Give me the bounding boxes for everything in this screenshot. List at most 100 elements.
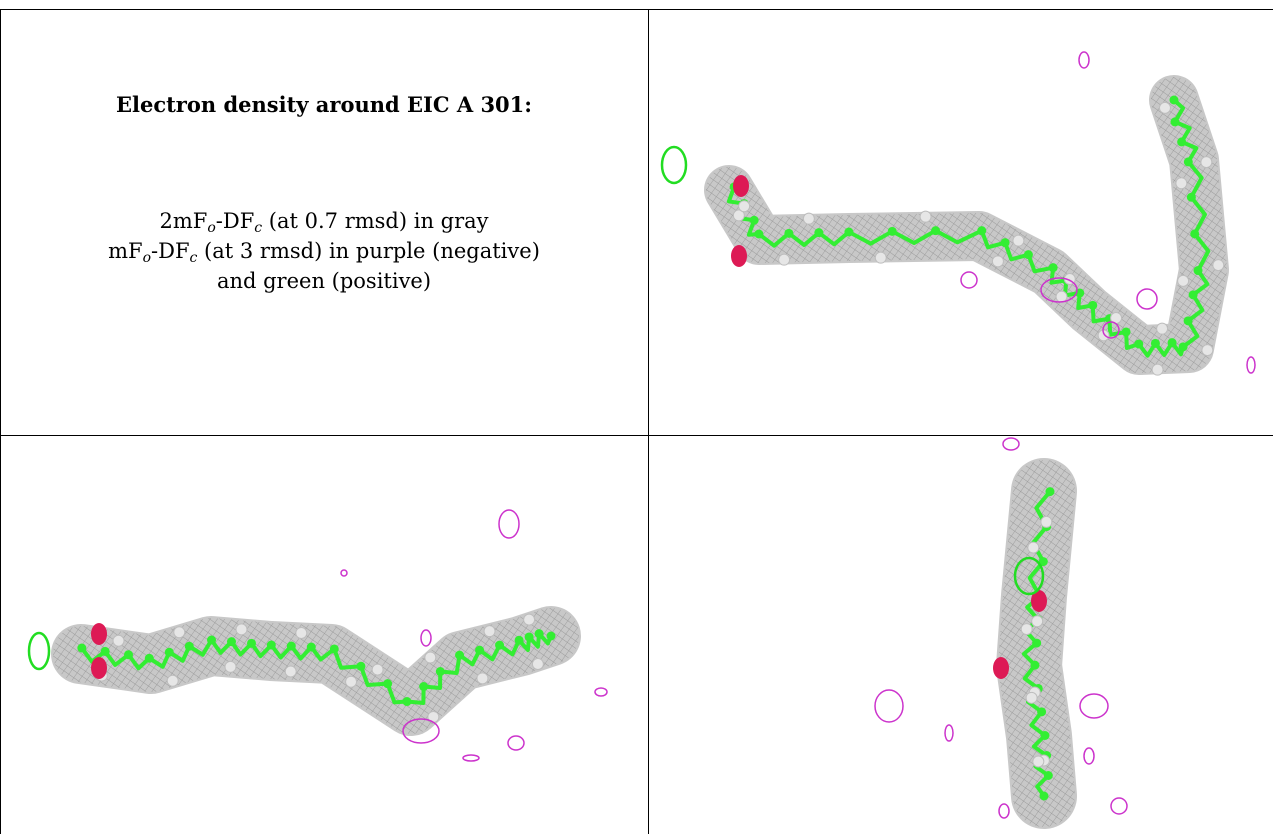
carbon-atom <box>1193 266 1203 276</box>
legend-line-2mfo: 2mFo-DFc (at 0.7 rmsd) in gray <box>159 209 489 236</box>
oxygen-atom <box>91 657 107 679</box>
carbon-atom <box>546 631 556 641</box>
carbon-atom <box>1183 316 1193 326</box>
carbon-atom <box>1167 338 1177 348</box>
positive-density-blob <box>1013 556 1045 596</box>
carbon-atom <box>1043 771 1053 781</box>
carbon-atom <box>1186 192 1196 202</box>
caption-title: Electron density around EIC A 301: <box>115 92 533 117</box>
carbon-atom <box>977 226 987 236</box>
hydrogen-atom <box>1201 344 1214 357</box>
negative-density-blob <box>1110 797 1128 815</box>
hydrogen-atom <box>483 625 496 638</box>
carbon-atom <box>749 215 759 225</box>
negative-density-blob <box>1040 277 1078 303</box>
carbon-atom <box>306 642 316 652</box>
hydrogen-atom <box>112 634 125 647</box>
hydrogen-atom <box>732 209 745 222</box>
carbon-atom <box>246 638 256 648</box>
hydrogen-atom <box>1156 322 1169 335</box>
negative-density-blob <box>420 629 432 647</box>
hydrogen-atom <box>1027 541 1040 554</box>
carbon-atom <box>1170 117 1180 127</box>
carbon-atom <box>1030 660 1040 670</box>
carbon-atom <box>1121 327 1131 337</box>
hydrogen-atom <box>295 627 308 640</box>
carbon-atom <box>844 227 854 237</box>
negative-density-blob <box>1246 356 1256 374</box>
carbon-atom <box>77 643 87 653</box>
negative-density-blob <box>1078 51 1090 69</box>
hydrogen-atom <box>345 675 358 688</box>
carbon-atom <box>144 653 154 663</box>
carbon-atom <box>1188 290 1198 300</box>
carbon-atom <box>784 228 794 238</box>
hydrogen-atom <box>224 660 237 673</box>
carbon-atom <box>124 650 134 660</box>
carbon-atom <box>356 661 366 671</box>
table-left-border <box>0 9 1 834</box>
carbon-atom <box>1039 791 1049 801</box>
negative-density-blob <box>1102 321 1120 339</box>
hydrogen-atom <box>173 626 186 639</box>
negative-density-blob <box>498 509 520 539</box>
caption-cell: Electron density around EIC A 301: 2mFo-… <box>0 0 648 435</box>
density-view-bottom-left <box>1 436 648 834</box>
legend-line-mfo: mFo-DFc (at 3 rmsd) in purple (negative) <box>108 239 540 266</box>
negative-density-blob <box>1083 747 1095 765</box>
carbon-atom <box>164 647 174 657</box>
oxygen-atom <box>731 245 747 267</box>
hydrogen-atom <box>1040 515 1053 528</box>
carbon-atom <box>329 644 339 654</box>
hydrogen-atom <box>476 672 489 685</box>
hydrogen-atom <box>1031 615 1044 628</box>
oxygen-atom <box>733 175 749 197</box>
carbon-atom <box>100 646 110 656</box>
oxygen-atom <box>993 657 1009 679</box>
hydrogen-atom <box>1020 623 1033 636</box>
carbon-atom <box>754 229 764 239</box>
caption-description: 2mFo-DFc (at 0.7 rmsd) in gray mFo-DFc (… <box>40 206 608 296</box>
carbon-atom <box>1150 338 1160 348</box>
hydrogen-atom <box>1212 259 1225 272</box>
carbon-atom <box>1177 137 1187 147</box>
carbon-atom <box>1038 557 1048 567</box>
carbon-atom <box>1040 731 1050 741</box>
carbon-atom <box>1134 339 1144 349</box>
hydrogen-atom <box>919 210 932 223</box>
hydrogen-atom <box>802 212 815 225</box>
carbon-atom <box>1000 238 1010 248</box>
table-center-divider <box>648 9 649 834</box>
carbon-atom <box>435 667 445 677</box>
carbon-atom <box>206 635 216 645</box>
carbon-atom <box>286 641 296 651</box>
hydrogen-atom <box>1151 363 1164 376</box>
carbon-atom <box>226 637 236 647</box>
negative-density-blob <box>594 687 608 697</box>
hydrogen-atom <box>424 651 437 664</box>
density-image-top-right <box>660 51 1256 376</box>
carbon-atom <box>1045 487 1055 497</box>
hydrogen-atom <box>166 674 179 687</box>
carbon-atom <box>1178 342 1188 352</box>
hydrogen-atom <box>284 665 297 678</box>
hydrogen-atom <box>235 623 248 636</box>
density-view-bottom-right <box>649 436 1273 834</box>
hydrogen-atom <box>371 663 384 676</box>
negative-density-blob <box>998 803 1010 819</box>
carbon-atom <box>402 697 412 707</box>
hydrogen-atom <box>738 200 751 213</box>
carbon-atom <box>419 682 429 692</box>
carbon-atom <box>184 641 194 651</box>
negative-density-blob <box>402 718 440 744</box>
hydrogen-atom <box>1025 691 1038 704</box>
carbon-atom <box>266 640 276 650</box>
hydrogen-atom <box>991 255 1004 268</box>
carbon-atom <box>1023 250 1033 260</box>
hydrogen-atom <box>874 251 887 264</box>
negative-density-blob <box>960 271 978 289</box>
negative-density-blob <box>944 724 954 742</box>
carbon-atom <box>383 679 393 689</box>
carbon-atom <box>1183 157 1193 167</box>
carbon-atom <box>1037 707 1047 717</box>
